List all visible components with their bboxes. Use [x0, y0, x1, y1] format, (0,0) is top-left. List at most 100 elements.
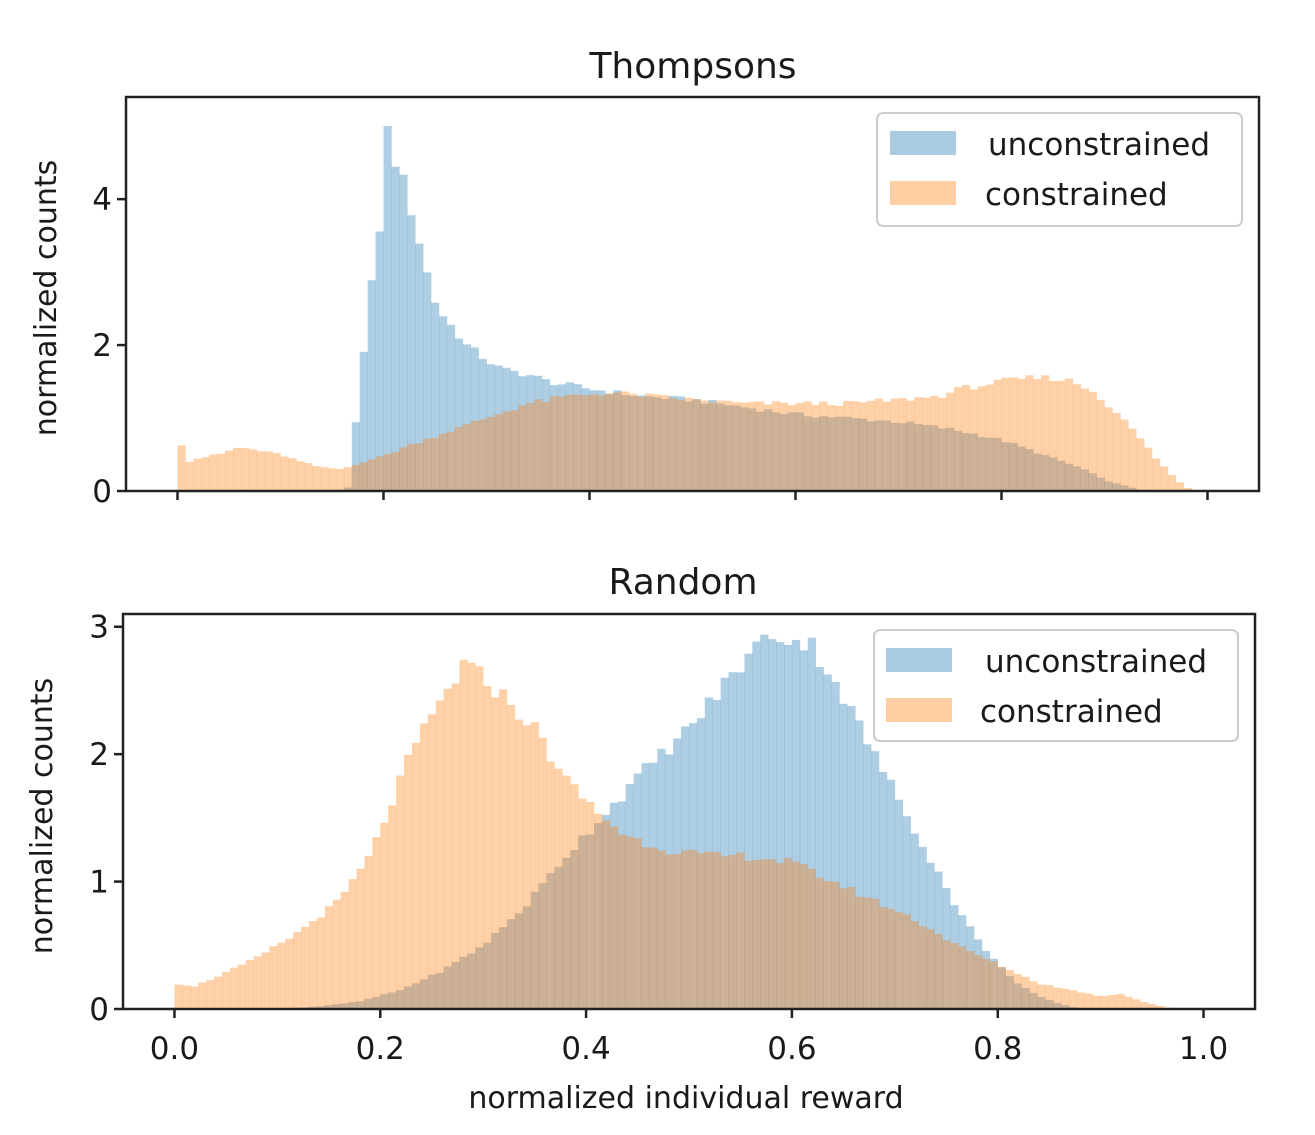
histogram-bar: [969, 433, 979, 491]
histogram-bar: [541, 379, 551, 491]
histogram-bar: [597, 390, 606, 491]
histogram-bar: [565, 394, 574, 491]
histogram-bar: [475, 666, 484, 1009]
histogram-bar: [229, 967, 239, 1009]
histogram-bar: [1053, 987, 1062, 1009]
histogram-bar: [724, 400, 733, 491]
x-ticks: [176, 491, 1209, 500]
histogram-bar: [1096, 400, 1105, 491]
histogram-bar: [946, 427, 955, 491]
histogram-bar: [898, 423, 907, 491]
histogram-bar: [316, 917, 326, 1009]
histogram-bar: [728, 672, 737, 1009]
y-tick-label: 1: [89, 865, 109, 901]
histogram-bar: [431, 302, 440, 491]
histogram-bar: [1120, 485, 1129, 491]
histogram-bar: [324, 906, 334, 1009]
plot-area: [174, 634, 1173, 1009]
histogram-bar: [375, 456, 384, 491]
histogram-bar: [704, 851, 714, 1009]
histogram-bar: [549, 396, 559, 491]
histogram-bar: [681, 726, 690, 1009]
histogram-bar: [280, 456, 289, 491]
histogram-bar: [633, 773, 642, 1009]
histogram-bar: [316, 1006, 326, 1009]
histogram-bar: [938, 398, 947, 491]
histogram-bar: [934, 871, 943, 1009]
histogram-bar: [1080, 388, 1089, 491]
histogram-bar: [835, 405, 844, 491]
histogram-bar: [902, 914, 911, 1009]
histogram-bar: [696, 718, 706, 1009]
histogram-bar: [1056, 460, 1066, 491]
histogram-bar: [657, 850, 666, 1009]
histogram-bar: [823, 674, 832, 1009]
histogram-bar: [1025, 375, 1034, 491]
histogram-bar: [827, 417, 836, 491]
histogram-bar: [435, 700, 444, 1009]
histogram-bar: [340, 891, 349, 1009]
histogram-bar: [594, 823, 603, 1009]
histogram-bar: [625, 836, 634, 1009]
histogram-bar: [332, 899, 341, 1009]
histogram-bar: [763, 409, 773, 491]
plot-area: [177, 126, 1192, 492]
histogram-bar: [997, 967, 1006, 1009]
histogram-bar: [847, 886, 856, 1009]
histogram-bar: [649, 762, 658, 1009]
histogram-bar: [462, 344, 471, 491]
histogram-bar: [380, 994, 389, 1009]
histogram-bar: [692, 399, 701, 491]
histogram-bar: [340, 1003, 349, 1009]
y-ticks: 0 1 2 3: [89, 610, 123, 1028]
histogram-bar: [823, 881, 832, 1009]
histogram-bar: [752, 860, 761, 1009]
histogram-bar: [720, 856, 729, 1009]
histogram-bar: [847, 705, 856, 1009]
histogram-bar: [684, 401, 693, 491]
histogram-bar: [700, 403, 709, 491]
histogram-bar: [601, 814, 611, 1009]
histogram-bar: [1041, 454, 1050, 491]
histogram-bar: [981, 950, 991, 1009]
histogram-bar: [863, 897, 872, 1009]
histogram-bar: [427, 974, 436, 1009]
histogram-bar: [483, 942, 492, 1009]
histogram-bar: [791, 861, 801, 1009]
histogram-bar: [866, 421, 876, 491]
histogram-bar: [174, 984, 183, 1009]
histogram-bar: [1124, 996, 1133, 1009]
histogram-bar: [827, 405, 836, 491]
legend-swatch-unconstrained: [890, 131, 956, 155]
histogram-bar: [783, 644, 793, 1009]
chart-title: Thompsons: [588, 46, 796, 87]
histogram-bar: [486, 364, 495, 491]
histogram-bar: [882, 420, 891, 491]
histogram-bar: [404, 986, 413, 1009]
histogram-bar: [617, 834, 626, 1009]
histogram-bar: [198, 982, 207, 1009]
histogram-bar: [763, 404, 773, 491]
histogram-bar: [696, 852, 706, 1009]
histogram-bar: [649, 847, 658, 1009]
histogram-bar: [819, 401, 828, 491]
histogram-bar: [499, 927, 508, 1009]
histogram-bar: [570, 850, 579, 1009]
histogram-bar: [1132, 999, 1141, 1009]
histogram-bar: [807, 868, 816, 1009]
histogram-bar: [221, 971, 231, 1009]
histogram-bar: [225, 450, 234, 491]
histogram-bar: [367, 280, 376, 491]
histogram-bar: [438, 433, 448, 491]
histogram-bar: [985, 437, 994, 491]
histogram-bar: [918, 926, 927, 1009]
histogram-bar: [665, 754, 674, 1009]
histogram-bar: [253, 956, 262, 1009]
histogram-bar: [708, 400, 717, 491]
histogram-bar: [1148, 1003, 1157, 1009]
histogram-bar: [637, 395, 646, 491]
histogram-bar: [652, 394, 662, 491]
histogram-bar: [209, 454, 218, 491]
histogram-bar: [240, 448, 250, 491]
